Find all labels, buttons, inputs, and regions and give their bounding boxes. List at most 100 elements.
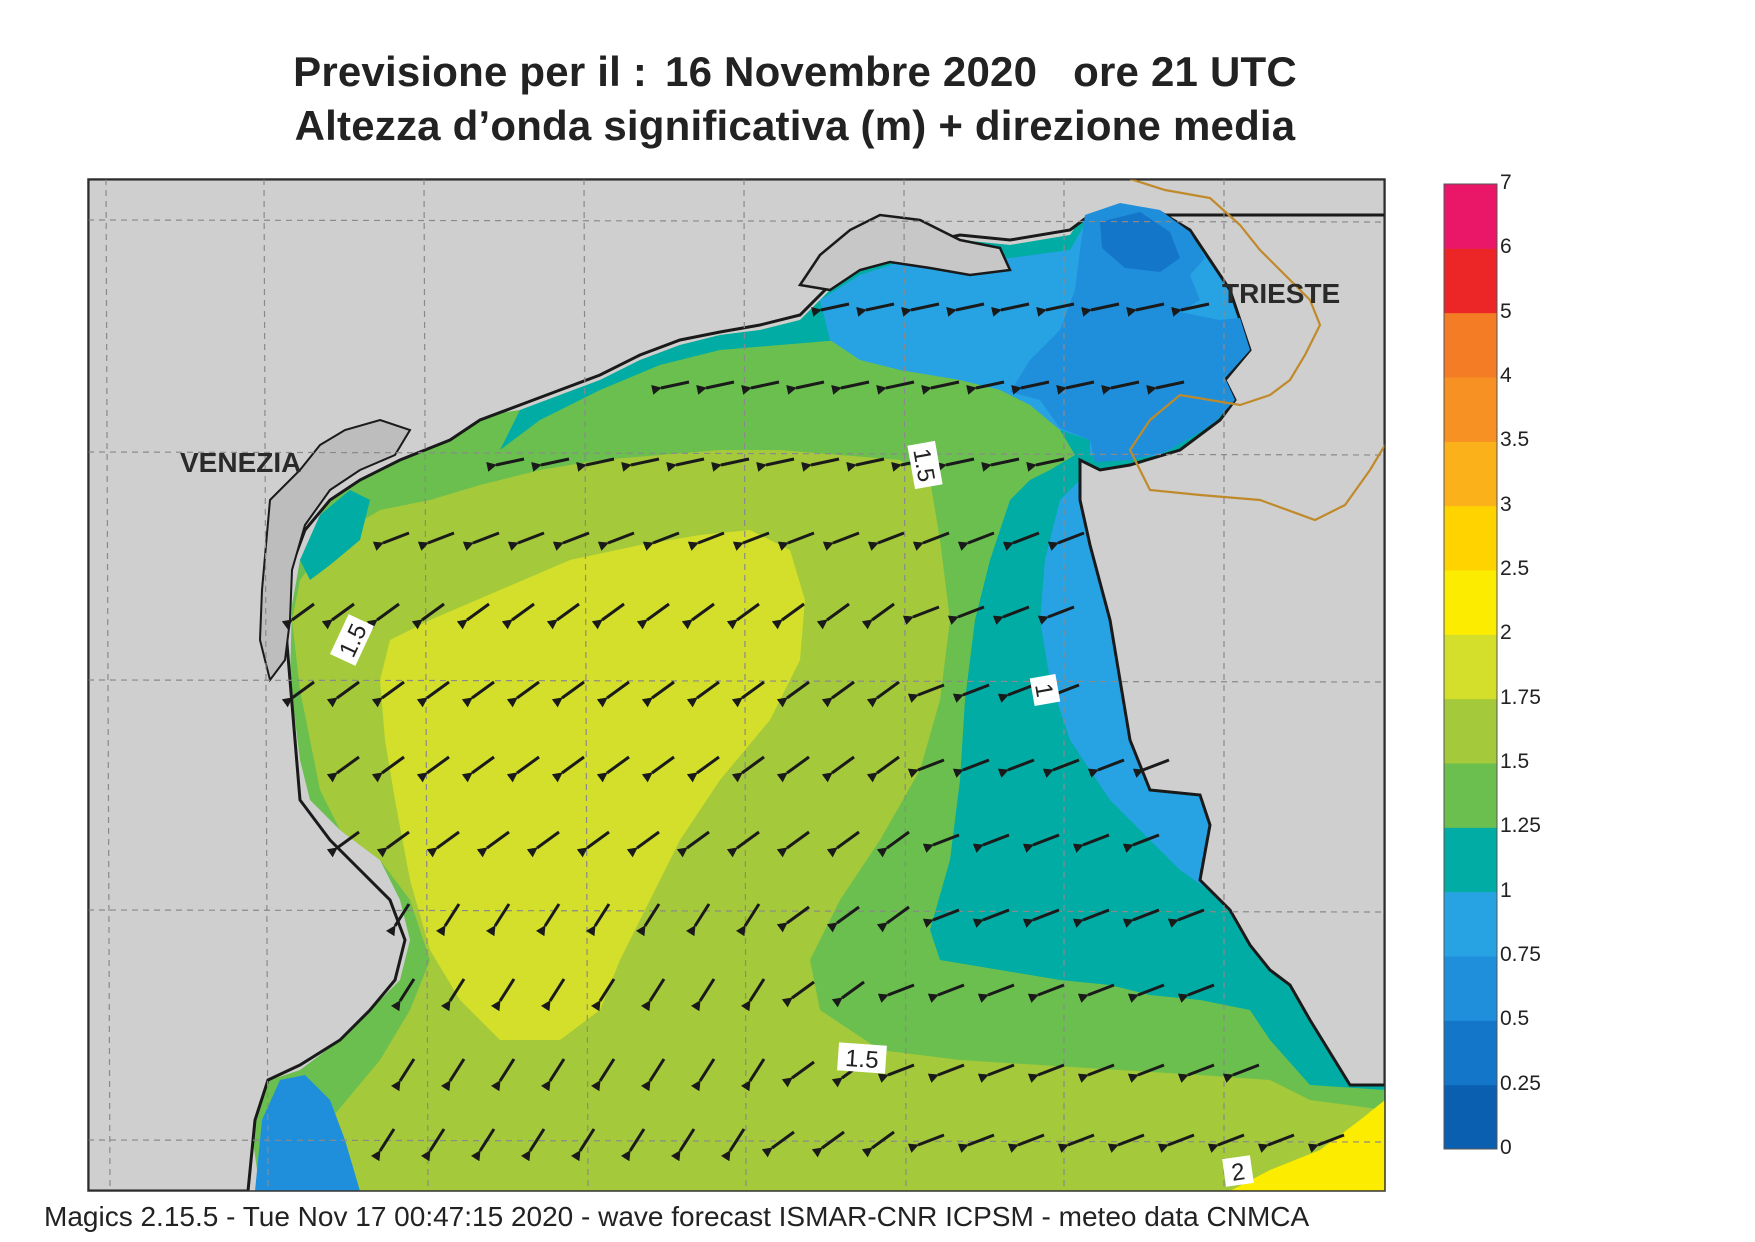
wave-direction-arrow (1022, 833, 1060, 853)
wave-direction-arrow (506, 680, 540, 708)
colorbar-tick-label: 1 (1500, 878, 1512, 902)
wave-direction-arrow (687, 531, 725, 551)
wave-direction-arrow (1011, 380, 1050, 395)
colorbar-swatch (1444, 312, 1497, 378)
wave-direction-arrow (621, 457, 660, 472)
wave-direction-arrow (281, 680, 315, 708)
wave-direction-arrow (822, 531, 860, 551)
wave-direction-arrow (490, 1058, 516, 1092)
wave-direction-arrow (440, 978, 466, 1012)
colorbar-swatch (1444, 634, 1497, 700)
wave-direction-arrow (732, 531, 770, 551)
wave-band-0.5-0.75-sw (255, 1075, 360, 1191)
colorbar-swatch (1444, 441, 1497, 507)
wave-direction-arrow (1072, 908, 1110, 928)
wave-direction-arrow (1057, 1133, 1095, 1153)
wave-direction-arrow (1087, 758, 1125, 778)
wave-direction-arrow (666, 457, 705, 472)
contour-label: 2 (1222, 1155, 1254, 1187)
wave-direction-arrow (776, 755, 810, 783)
wave-direction-arrow (326, 755, 360, 783)
wave-direction-arrow (490, 978, 516, 1012)
wave-direction-arrow (626, 830, 660, 858)
colorbar-swatch (1444, 827, 1497, 893)
wave-direction-arrow (651, 380, 690, 395)
colorbar-frame (1443, 183, 1498, 1150)
colorbar-tick-label: 0.25 (1500, 1071, 1541, 1095)
wave-direction-arrow (972, 833, 1010, 853)
wave-direction-arrow (726, 830, 760, 858)
wave-direction-arrow (1171, 302, 1210, 317)
wave-direction-arrow (731, 680, 765, 708)
wave-direction-arrow (997, 758, 1035, 778)
wave-direction-arrow (576, 457, 615, 472)
wave-direction-arrow (501, 602, 535, 630)
wave-band-1-1.25-west (300, 490, 370, 580)
wave-direction-arrow (741, 380, 780, 395)
wave-direction-arrow (590, 1058, 616, 1092)
colorbar-tick-label: 1.5 (1500, 750, 1530, 773)
wave-direction-arrow (922, 833, 960, 853)
colorbar-tick-label: 1.25 (1500, 814, 1541, 838)
wave-direction-arrow (756, 457, 795, 472)
svg-text:1.5: 1.5 (907, 446, 939, 484)
wave-direction-arrow (1177, 1063, 1215, 1083)
wave-direction-arrow (907, 683, 945, 703)
wave-direction-arrow (781, 980, 815, 1008)
wave-direction-arrow (371, 680, 405, 708)
wave-direction-arrow (485, 903, 511, 937)
wave-direction-arrow (811, 302, 850, 317)
wave-direction-arrow (861, 602, 895, 630)
wave-direction-arrow (426, 830, 460, 858)
wave-direction-arrow (551, 680, 585, 708)
wave-direction-arrow (992, 605, 1030, 625)
wave-direction-arrow (786, 380, 825, 395)
wave-direction-arrow (946, 302, 985, 317)
wave-direction-arrow (831, 980, 865, 1008)
wave-direction-arrow (420, 1128, 446, 1162)
wave-band-2-2.5 (1230, 1100, 1385, 1191)
colorbar-tick-label: 3 (1500, 492, 1512, 516)
wave-direction-arrow (966, 380, 1005, 395)
colorbar-swatch (1444, 956, 1497, 1021)
colorbar-tick-label: 6 (1500, 235, 1512, 259)
wave-direction-arrow (957, 1133, 995, 1153)
wave-direction-arrow (801, 457, 840, 472)
wave-direction-arrow (1107, 1133, 1145, 1153)
wave-direction-arrow (776, 830, 810, 858)
wave-direction-arrow (470, 1128, 496, 1162)
footer-credits: Magics 2.15.5 - Tue Nov 17 00:47:15 2020… (44, 1201, 1310, 1232)
wave-direction-arrow (821, 755, 855, 783)
colorbar-swatch (1444, 1084, 1497, 1150)
wave-direction-arrow (576, 830, 610, 858)
wave-direction-arrow (376, 830, 410, 858)
wave-direction-arrow (877, 1063, 915, 1083)
colorbar-swatch (1444, 763, 1497, 828)
wave-direction-arrow (1077, 983, 1115, 1003)
wave-direction-arrow (1056, 380, 1095, 395)
wave-direction-arrow (927, 983, 965, 1003)
wave-direction-arrow (520, 1128, 546, 1162)
wave-direction-arrow (1122, 833, 1160, 853)
wave-band-1.75-2 (380, 530, 805, 1040)
wave-direction-arrow (636, 602, 670, 630)
wave-direction-arrow (927, 1063, 965, 1083)
wave-direction-arrow (947, 605, 985, 625)
colorbar-swatch (1444, 184, 1497, 249)
wave-direction-arrow (690, 1058, 716, 1092)
wave-direction-arrow (596, 755, 630, 783)
wave-direction-arrow (372, 531, 410, 551)
wave-direction-arrow (1022, 908, 1060, 928)
wave-direction-arrow (390, 978, 416, 1012)
wave-direction-arrow (597, 531, 635, 551)
wave-direction-arrow (1122, 908, 1160, 928)
wave-direction-arrow (552, 531, 590, 551)
svg-text:2: 2 (1230, 1158, 1247, 1187)
wave-direction-arrow (776, 905, 810, 933)
colorbar-tick-label: 3.5 (1500, 428, 1530, 452)
forecast-time: ore 21 UTC (1073, 48, 1297, 95)
wave-direction-arrow (846, 457, 885, 472)
wave-direction-arrow (912, 531, 950, 551)
wave-direction-arrow (385, 903, 411, 937)
